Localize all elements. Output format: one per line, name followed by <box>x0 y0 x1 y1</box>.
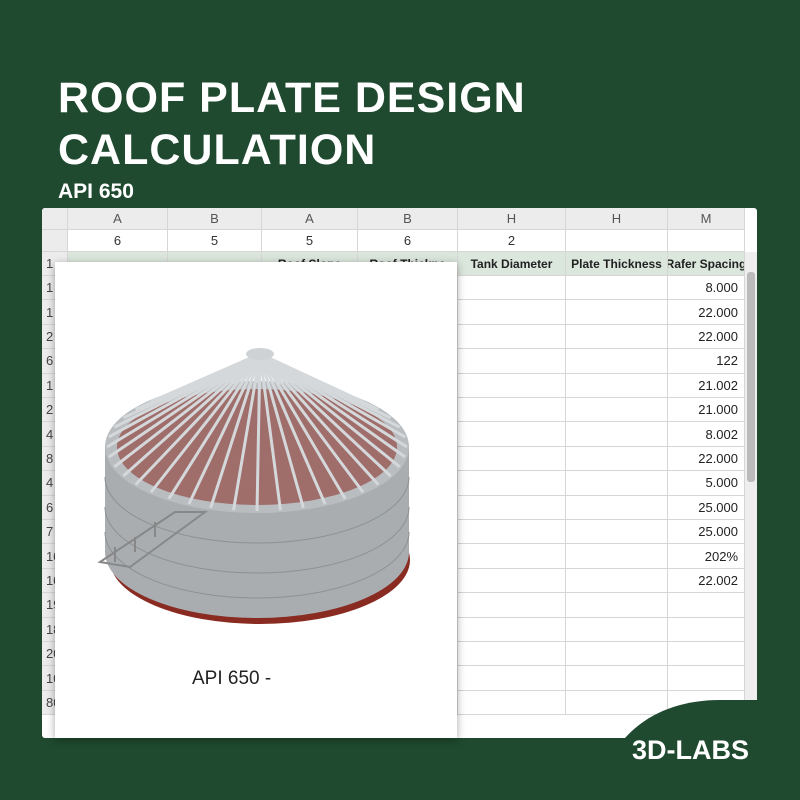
tank-illustration <box>97 348 410 624</box>
rafter <box>167 353 262 500</box>
cell <box>566 349 668 374</box>
cell: 22.000 <box>668 446 745 472</box>
image-card <box>55 262 457 738</box>
cell <box>668 666 745 691</box>
corner <box>42 230 68 252</box>
cell: 202% <box>668 544 745 569</box>
cell <box>458 422 566 447</box>
rafter <box>258 353 282 511</box>
brand: 3D-LABS <box>632 735 750 765</box>
cell: 25.000 <box>668 520 745 545</box>
cell: 122 <box>668 349 745 374</box>
cell <box>458 324 566 350</box>
column-header: H <box>458 208 566 230</box>
rafter <box>258 353 327 505</box>
cell <box>566 495 668 520</box>
cell <box>566 642 668 667</box>
cell <box>668 617 745 642</box>
corner <box>42 208 68 230</box>
cell <box>458 276 566 301</box>
cell: 25.000 <box>668 495 745 520</box>
cell <box>458 617 566 642</box>
rafter <box>209 352 261 388</box>
cell: 22.000 <box>668 300 745 325</box>
subtitle: API 650 <box>58 180 134 203</box>
cell <box>668 642 745 667</box>
cell <box>458 690 566 716</box>
rafter <box>149 353 262 494</box>
rafter <box>232 353 262 511</box>
cell: 21.002 <box>668 373 745 398</box>
cell <box>566 617 668 642</box>
scrollbar[interactable] <box>745 252 757 738</box>
cell <box>566 422 668 447</box>
cell <box>566 324 668 350</box>
rafter <box>258 353 347 500</box>
cell: 21.000 <box>668 398 745 423</box>
cell <box>668 230 745 252</box>
cell: 8.000 <box>668 276 745 301</box>
rafter <box>209 353 262 509</box>
cell <box>458 568 566 594</box>
rafter <box>258 352 392 478</box>
field-header: Plate Thickness <box>566 252 668 276</box>
cell: 2 <box>458 230 566 252</box>
column-header: A <box>68 208 168 230</box>
cell: 6 <box>358 230 458 252</box>
rafter <box>258 352 380 486</box>
cell <box>668 690 745 716</box>
cell: 6 <box>68 230 168 252</box>
cell <box>458 593 566 618</box>
scroll-thumb[interactable] <box>747 272 755 482</box>
field-header: Tank Diameter <box>458 252 566 276</box>
cell <box>566 690 668 716</box>
cell <box>458 398 566 423</box>
cell <box>458 544 566 569</box>
cell <box>458 642 566 667</box>
cell <box>458 446 566 472</box>
cell <box>566 373 668 398</box>
cell <box>566 520 668 545</box>
cell: 8.002 <box>668 422 745 447</box>
cell <box>566 230 668 252</box>
cell <box>458 666 566 691</box>
cell <box>458 300 566 325</box>
cell: 5.000 <box>668 471 745 496</box>
cell <box>566 593 668 618</box>
card-caption: API 650 - <box>192 668 272 689</box>
cell <box>566 471 668 496</box>
cell <box>566 276 668 301</box>
column-header: B <box>168 208 262 230</box>
title: ROOF PLATE DESIGN CALCULATION <box>58 74 526 174</box>
rafter <box>259 352 406 439</box>
cell <box>458 471 566 496</box>
cell <box>458 520 566 545</box>
column-header: H <box>566 208 668 230</box>
cell <box>566 300 668 325</box>
cell <box>566 544 668 569</box>
cell <box>668 593 745 618</box>
cell <box>458 373 566 398</box>
cell <box>458 349 566 374</box>
cell <box>566 446 668 472</box>
column-header: M <box>668 208 745 230</box>
rafter <box>255 353 262 512</box>
cell: 5 <box>262 230 358 252</box>
cell <box>458 495 566 520</box>
cell <box>566 666 668 691</box>
rafter <box>187 353 262 505</box>
cell: 5 <box>168 230 262 252</box>
cell: 22.000 <box>668 324 745 350</box>
field-header: Rafer Spacing <box>668 252 745 276</box>
cell: 22.002 <box>668 568 745 594</box>
rafter <box>113 352 261 468</box>
column-header: B <box>358 208 458 230</box>
rafter <box>122 352 261 478</box>
cell <box>566 568 668 594</box>
rafter <box>258 353 305 509</box>
cell <box>566 398 668 423</box>
column-header: A <box>262 208 358 230</box>
